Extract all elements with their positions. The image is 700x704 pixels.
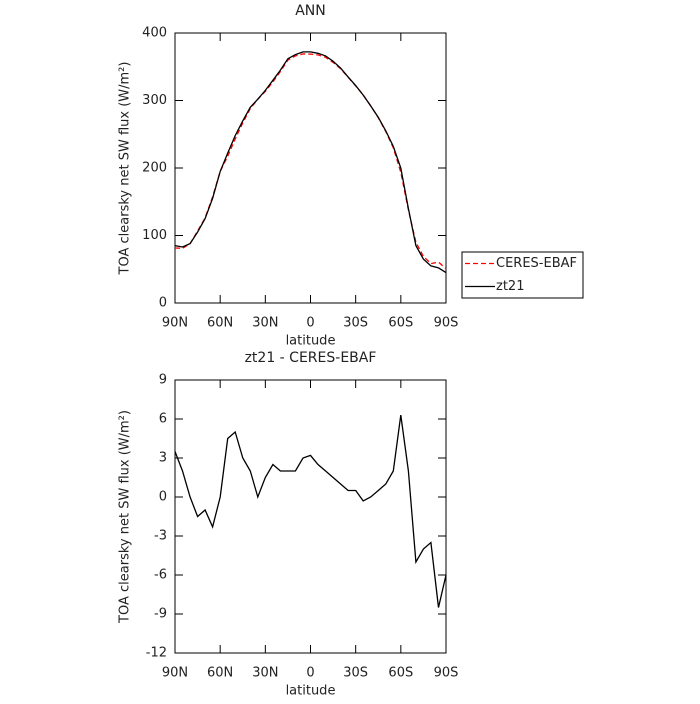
y-tick-label: 3: [159, 451, 167, 466]
x-axis-label: latitude: [286, 684, 336, 699]
y-tick-label: -6: [154, 568, 167, 583]
y-tick-label: 0: [159, 490, 167, 505]
chart-title: zt21 - CERES-EBAF: [245, 350, 377, 366]
x-axis-label: latitude: [286, 334, 336, 349]
y-axis-label: TOA clearsky net SW flux (W/m²): [118, 62, 133, 276]
legend-label: CERES-EBAF: [496, 256, 577, 271]
x-tick-label: 90S: [434, 666, 459, 681]
y-tick-label: 400: [142, 26, 167, 41]
x-tick-label: 90N: [162, 666, 188, 681]
x-tick-label: 60S: [388, 316, 413, 331]
x-tick-label: 30S: [343, 316, 368, 331]
x-tick-label: 60N: [207, 666, 233, 681]
x-tick-label: 30S: [343, 666, 368, 681]
series-line: [174, 415, 447, 608]
x-tick-label: 60S: [388, 666, 413, 681]
x-tick-label: 90N: [162, 316, 188, 331]
plot-frame: [174, 32, 447, 304]
x-tick-label: 30N: [252, 316, 278, 331]
y-tick-label: 6: [159, 412, 167, 427]
y-tick-label: -3: [154, 529, 167, 544]
y-tick-label: -9: [154, 607, 167, 622]
x-tick-label: 60N: [207, 316, 233, 331]
chart-title: ANN: [295, 3, 326, 19]
x-tick-label: 0: [306, 316, 314, 331]
series-line: [174, 53, 447, 270]
y-tick-label: 300: [142, 93, 167, 108]
x-tick-label: 90S: [434, 316, 459, 331]
y-tick-label: 100: [142, 228, 167, 243]
legend-label: zt21: [496, 279, 524, 294]
plot-frame: [174, 379, 447, 654]
y-axis-label: TOA clearsky net SW flux (W/m²): [118, 410, 133, 624]
x-tick-label: 30N: [252, 666, 278, 681]
x-tick-label: 0: [306, 666, 314, 681]
series-line: [174, 51, 447, 274]
y-tick-label: -12: [146, 646, 167, 661]
y-tick-label: 200: [142, 161, 167, 176]
y-tick-label: 9: [159, 373, 167, 388]
legend-box: [461, 251, 584, 299]
y-tick-label: 0: [159, 296, 167, 311]
